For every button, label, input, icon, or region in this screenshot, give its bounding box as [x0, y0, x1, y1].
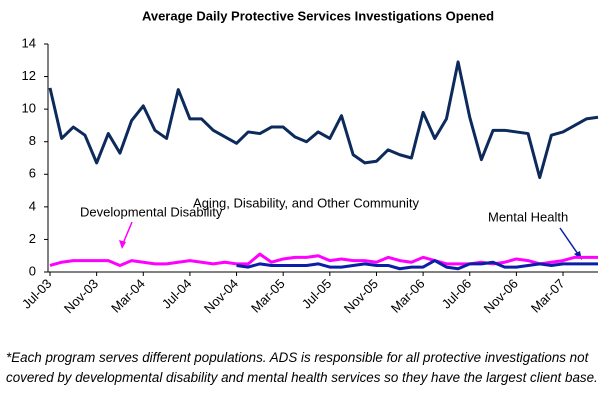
y-tick-label: 8: [29, 133, 36, 148]
series-line: [48, 60, 599, 180]
x-tick-label: Jul-04: [159, 276, 195, 312]
annotation-arrow: [559, 227, 581, 258]
x-tick-label: Nov-03: [61, 276, 101, 316]
arrow-head: [119, 240, 126, 249]
series-label: Aging, Disability, and Other Community: [193, 195, 419, 210]
y-tick-label: 0: [29, 263, 36, 278]
chart: Average Daily Protective Services Invest…: [19, 8, 599, 316]
y-tick-label: 2: [29, 231, 36, 246]
x-tick-label: Mar-05: [248, 276, 288, 316]
x-tick-label: Jul-03: [19, 276, 55, 312]
x-tick-label: Nov-04: [201, 276, 241, 316]
x-tick-label: Nov-05: [341, 276, 381, 316]
chart-title: Average Daily Protective Services Invest…: [142, 8, 494, 23]
series-line: [236, 259, 598, 271]
x-tick-label: Mar-06: [388, 276, 428, 316]
y-tick-label: 4: [29, 198, 36, 213]
x-tick-label: Jul-05: [299, 276, 335, 312]
series-label: Mental Health: [488, 209, 568, 224]
x-tick-label: Mar-07: [528, 276, 568, 316]
y-tick-label: 10: [22, 101, 36, 116]
y-tick-label: 6: [29, 166, 36, 181]
series-line: [49, 252, 598, 267]
footnote: *Each program serves different populatio…: [6, 350, 598, 385]
x-tick-label: Mar-04: [108, 276, 148, 316]
x-tick-label: Jul-06: [439, 276, 475, 312]
y-tick-label: 14: [22, 35, 36, 50]
x-tick-label: Nov-06: [481, 276, 521, 316]
y-tick-label: 12: [22, 68, 36, 83]
series-label: Developmental Disability: [80, 204, 223, 219]
